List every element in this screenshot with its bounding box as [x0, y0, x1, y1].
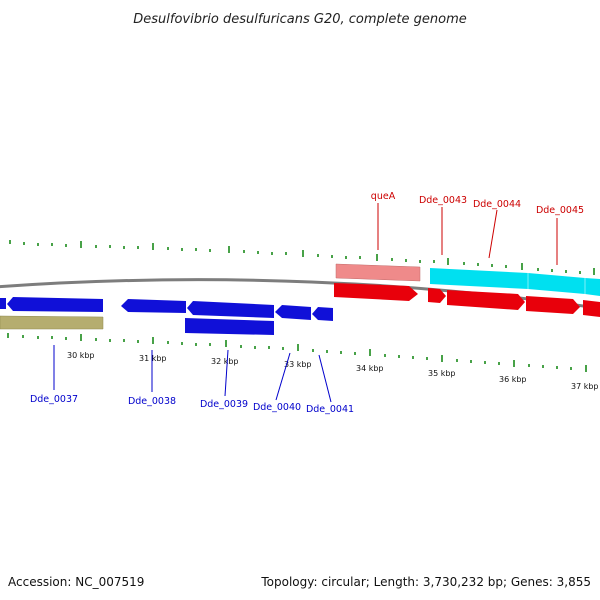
- gene-feature[interactable]: [335, 263, 421, 282]
- outer-tick-ring: [9, 240, 595, 275]
- tick-label: 35 kbp: [428, 369, 456, 378]
- tick-label: 36 kbp: [499, 375, 527, 384]
- gene-feature[interactable]: [187, 301, 274, 318]
- gene-label-reverse: Dde_0040: [253, 402, 301, 413]
- tick-label: 34 kbp: [356, 364, 384, 373]
- rna-feature[interactable]: [585, 278, 600, 296]
- genome-summary-text: Topology: circular; Length: 3,730,232 bp…: [260, 575, 591, 589]
- reverse-features: [0, 297, 333, 335]
- gene-feature[interactable]: [526, 296, 580, 314]
- gene-feature[interactable]: [428, 288, 446, 303]
- tick-label: 32 kbp: [211, 357, 239, 366]
- kbp-tick-labels: 30 kbp 31 kbp 32 kbp 33 kbp 34 kbp 35 kb…: [67, 351, 599, 391]
- gene-feature[interactable]: [185, 318, 274, 335]
- tick-label: 37 kbp: [571, 382, 599, 391]
- tick-label: 33 kbp: [284, 360, 312, 369]
- gene-label-reverse: Dde_0038: [128, 396, 176, 407]
- gene-feature[interactable]: [275, 305, 311, 320]
- gene-label-reverse: Dde_0041: [306, 404, 354, 415]
- gene-label-forward: Dde_0044: [473, 199, 521, 210]
- rna-feature[interactable]: [430, 268, 528, 289]
- rna-feature[interactable]: [528, 273, 585, 294]
- inner-tick-ring: [7, 333, 587, 372]
- gene-label-reverse: Dde_0039: [200, 399, 248, 410]
- forward-features: [334, 263, 600, 317]
- gene-label-forward: Dde_0045: [536, 205, 584, 216]
- gene-feature[interactable]: [7, 297, 103, 312]
- gene-label-forward: Dde_0043: [419, 195, 467, 206]
- gene-feature[interactable]: [0, 298, 6, 309]
- gene-feature[interactable]: [334, 283, 418, 301]
- misc-feature[interactable]: [0, 315, 104, 330]
- gene-feature[interactable]: [583, 300, 600, 317]
- tick-label: 30 kbp: [67, 351, 95, 360]
- tick-label: 31 kbp: [139, 354, 167, 363]
- gene-label-forward: queA: [371, 191, 396, 202]
- forward-gene-labels: queA Dde_0043 Dde_0044 Dde_0045: [371, 191, 584, 265]
- gene-feature[interactable]: [447, 290, 525, 310]
- gene-feature[interactable]: [121, 299, 186, 313]
- map-title: Desulfovibrio desulfuricans G20, complet…: [133, 12, 467, 27]
- reverse-gene-labels: Dde_0037 Dde_0038 Dde_0039 Dde_0040 Dde_…: [30, 345, 354, 415]
- accession-text: Accession: NC_007519: [8, 575, 144, 589]
- gene-feature[interactable]: [312, 307, 333, 321]
- gene-label-reverse: Dde_0037: [30, 394, 78, 405]
